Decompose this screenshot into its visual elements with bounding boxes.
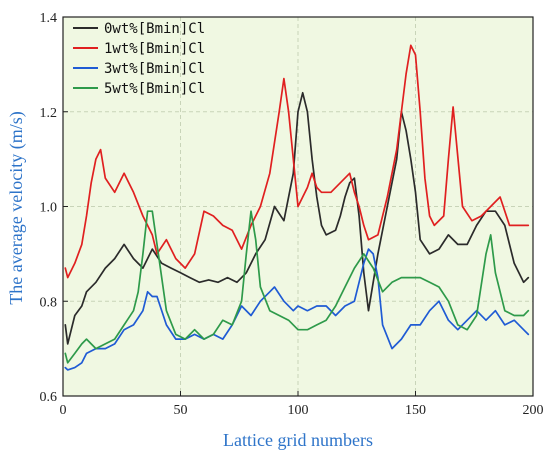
- axis-ticks: 0 50 100 150 200 0.6 0.8 1.0 1.2 1.4: [40, 11, 544, 418]
- legend-label-0: 0wt%[Bmin]Cl: [104, 21, 205, 37]
- y-tick-label: 1.0: [40, 201, 58, 216]
- legend: 0wt%[Bmin]Cl 1wt%[Bmin]Cl 3wt%[Bmin]Cl 5wt%…: [73, 21, 205, 97]
- x-tick-label: 50: [174, 403, 188, 418]
- x-tick-label: 150: [405, 403, 426, 418]
- series-lines: [64, 44, 530, 371]
- legend-label-1: 1wt%[Bmin]Cl: [104, 41, 205, 57]
- legend-label-3: 5wt%[Bmin]Cl: [104, 81, 205, 97]
- y-tick-label: 0.6: [40, 390, 58, 405]
- y-tick-label: 1.2: [40, 106, 58, 121]
- series-line-1: [64, 44, 530, 279]
- series-line-2: [64, 248, 530, 371]
- series-line-3: [64, 210, 530, 364]
- y-axis-title: The average velocity (m/s): [6, 111, 27, 304]
- y-tick-label: 0.8: [40, 295, 58, 310]
- x-tick-label: 100: [288, 403, 309, 418]
- x-tick-label: 200: [523, 403, 544, 418]
- legend-label-2: 3wt%[Bmin]Cl: [104, 61, 205, 77]
- x-axis-title: Lattice grid numbers: [223, 430, 373, 450]
- x-tick-label: 0: [60, 403, 67, 418]
- y-tick-label: 1.4: [40, 11, 58, 26]
